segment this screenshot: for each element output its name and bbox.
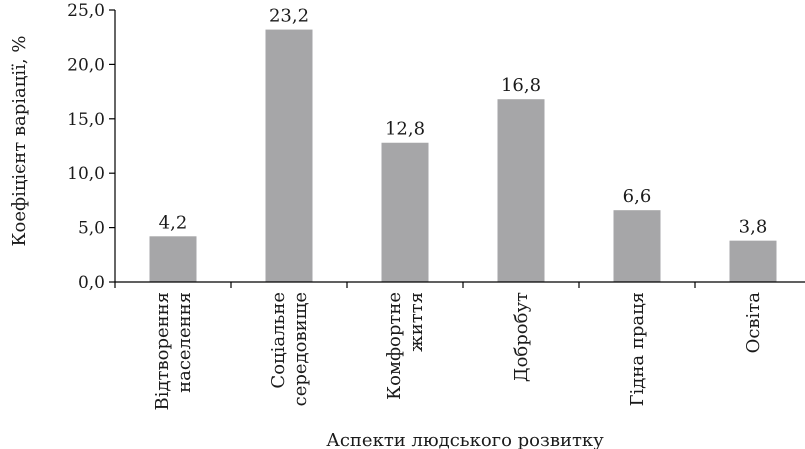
bar (149, 236, 197, 282)
data-labels-group: 4,2 23,2 12,8 16,8 6,6 3,8 (159, 6, 768, 238)
bar (265, 29, 313, 282)
category-label: Освіта (743, 292, 764, 354)
y-tick-label: 25,0 (67, 1, 105, 21)
data-label: 23,2 (269, 6, 309, 27)
data-label: 12,8 (385, 119, 425, 140)
data-label: 16,8 (501, 75, 541, 96)
y-axis-ticks: 0,0 5,0 10,0 15,0 20,0 25,0 (67, 1, 696, 293)
data-label: 3,8 (739, 217, 768, 238)
y-tick-label: 5,0 (78, 219, 105, 239)
bar (497, 99, 545, 282)
data-label: 6,6 (623, 186, 652, 207)
y-tick-label: 20,0 (67, 55, 105, 75)
category-labels-group: Відтвореннянаселення Соціальнесередовище К… (152, 292, 764, 411)
category-label: Гідна праця (627, 292, 648, 406)
y-tick-label: 10,0 (67, 164, 105, 184)
bars-group (149, 29, 777, 282)
bar (381, 142, 429, 282)
category-label: Комфортнежиття (384, 292, 427, 400)
category-label: Відтвореннянаселення (152, 292, 195, 411)
bar (613, 210, 661, 282)
y-tick-label: 0,0 (78, 273, 105, 293)
y-axis-title: Коефіцієнт варіації, % (9, 36, 30, 247)
y-tick-label: 15,0 (67, 110, 105, 130)
category-label: Добробут (511, 292, 532, 382)
bar (729, 240, 777, 282)
data-label: 4,2 (159, 212, 188, 233)
category-label: Соціальнесередовище (268, 292, 311, 406)
x-axis-title: Аспекти людського розвитку (326, 430, 604, 449)
